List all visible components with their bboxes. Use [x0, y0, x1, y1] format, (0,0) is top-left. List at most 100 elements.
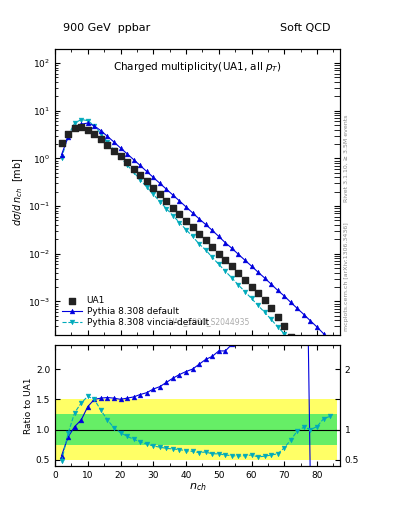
UA1 — [202, 237, 209, 245]
Pythia 8.308 vincia-default — [79, 117, 84, 123]
X-axis label: $n_{ch}$: $n_{ch}$ — [189, 481, 206, 493]
Pythia 8.308 vincia-default — [177, 220, 182, 226]
Pythia 8.308 default — [59, 152, 64, 158]
Pythia 8.308 vincia-default — [288, 337, 293, 344]
UA1 — [65, 130, 71, 138]
UA1 — [137, 171, 143, 179]
UA1 — [288, 333, 294, 341]
Pythia 8.308 default — [66, 134, 70, 140]
UA1 — [72, 124, 78, 132]
Y-axis label: Ratio to UA1: Ratio to UA1 — [24, 377, 33, 434]
Pythia 8.308 vincia-default — [105, 139, 110, 145]
UA1 — [98, 135, 104, 143]
Pythia 8.308 vincia-default — [59, 155, 64, 161]
UA1 — [216, 250, 222, 258]
Pythia 8.308 vincia-default — [308, 359, 313, 366]
Pythia 8.308 vincia-default — [144, 184, 149, 190]
Pythia 8.308 vincia-default — [151, 191, 156, 198]
UA1 — [124, 158, 130, 166]
Pythia 8.308 default — [269, 281, 274, 287]
UA1 — [235, 269, 242, 278]
Pythia 8.308 vincia-default — [118, 154, 123, 160]
UA1 — [170, 204, 176, 212]
Text: Charged multiplicity(UA1, all $p_T$): Charged multiplicity(UA1, all $p_T$) — [113, 60, 282, 74]
Pythia 8.308 vincia-default — [158, 199, 162, 205]
Pythia 8.308 vincia-default — [249, 295, 254, 302]
Pythia 8.308 vincia-default — [171, 212, 175, 219]
Pythia 8.308 vincia-default — [230, 275, 234, 281]
UA1 — [222, 256, 228, 264]
Text: mcplots.cern.ch [arXiv:1306.3436]: mcplots.cern.ch [arXiv:1306.3436] — [344, 222, 349, 331]
Line: Pythia 8.308 default: Pythia 8.308 default — [59, 121, 339, 350]
Pythia 8.308 default — [151, 174, 156, 180]
Pythia 8.308 vincia-default — [321, 376, 326, 382]
Pythia 8.308 vincia-default — [112, 147, 116, 153]
Pythia 8.308 vincia-default — [282, 331, 286, 337]
Pythia 8.308 vincia-default — [256, 303, 261, 309]
UA1 — [176, 210, 183, 219]
Pythia 8.308 default — [190, 210, 195, 216]
Pythia 8.308 default — [210, 227, 215, 233]
Pythia 8.308 vincia-default — [210, 254, 215, 261]
Pythia 8.308 default — [118, 145, 123, 151]
Pythia 8.308 default — [99, 127, 103, 134]
UA1 — [157, 190, 163, 199]
UA1 — [183, 217, 189, 225]
Pythia 8.308 default — [262, 275, 267, 281]
Pythia 8.308 vincia-default — [203, 247, 208, 253]
Pythia 8.308 default — [197, 216, 202, 222]
Pythia 8.308 vincia-default — [275, 324, 280, 330]
Y-axis label: $d\sigma/d\,n_{ch}$  [mb]: $d\sigma/d\,n_{ch}$ [mb] — [11, 157, 25, 226]
Pythia 8.308 default — [249, 263, 254, 269]
Pythia 8.308 default — [275, 287, 280, 293]
Pythia 8.308 vincia-default — [197, 241, 202, 247]
Pythia 8.308 default — [92, 123, 97, 129]
UA1 — [104, 141, 110, 149]
Pythia 8.308 vincia-default — [92, 123, 97, 129]
UA1 — [189, 223, 196, 231]
UA1 — [59, 139, 65, 147]
Pythia 8.308 vincia-default — [328, 390, 332, 396]
Pythia 8.308 vincia-default — [99, 131, 103, 137]
Pythia 8.308 default — [334, 344, 339, 350]
Text: Soft QCD: Soft QCD — [280, 23, 330, 33]
Pythia 8.308 default — [171, 192, 175, 198]
Pythia 8.308 default — [230, 245, 234, 251]
UA1 — [248, 283, 255, 291]
Pythia 8.308 vincia-default — [190, 233, 195, 240]
UA1 — [229, 262, 235, 270]
Line: Pythia 8.308 vincia-default: Pythia 8.308 vincia-default — [59, 117, 339, 412]
Pythia 8.308 vincia-default — [269, 316, 274, 323]
Pythia 8.308 default — [308, 318, 313, 324]
Pythia 8.308 vincia-default — [334, 406, 339, 412]
UA1 — [209, 243, 215, 251]
Pythia 8.308 default — [217, 233, 221, 240]
Pythia 8.308 default — [301, 311, 306, 317]
Pythia 8.308 default — [112, 139, 116, 145]
Pythia 8.308 vincia-default — [301, 352, 306, 358]
Pythia 8.308 vincia-default — [164, 206, 169, 212]
Pythia 8.308 default — [328, 337, 332, 344]
UA1 — [242, 276, 248, 284]
UA1 — [163, 197, 169, 205]
Pythia 8.308 vincia-default — [66, 133, 70, 139]
UA1 — [130, 164, 137, 173]
Pythia 8.308 default — [164, 186, 169, 192]
UA1 — [261, 296, 268, 305]
Pythia 8.308 vincia-default — [315, 368, 320, 374]
Text: 900 GeV  ppbar: 900 GeV ppbar — [63, 23, 150, 33]
Pythia 8.308 vincia-default — [72, 120, 77, 126]
Pythia 8.308 default — [295, 305, 300, 311]
UA1 — [118, 152, 124, 160]
Pythia 8.308 default — [72, 124, 77, 130]
Pythia 8.308 vincia-default — [131, 169, 136, 176]
Pythia 8.308 default — [288, 300, 293, 306]
Pythia 8.308 default — [242, 257, 247, 263]
Pythia 8.308 default — [184, 204, 188, 210]
Pythia 8.308 vincia-default — [262, 309, 267, 315]
Legend: UA1, Pythia 8.308 default, Pythia 8.308 vincia-default: UA1, Pythia 8.308 default, Pythia 8.308 … — [59, 293, 211, 330]
UA1 — [143, 177, 150, 185]
Pythia 8.308 default — [223, 240, 228, 246]
Pythia 8.308 default — [236, 251, 241, 258]
UA1 — [84, 125, 91, 134]
